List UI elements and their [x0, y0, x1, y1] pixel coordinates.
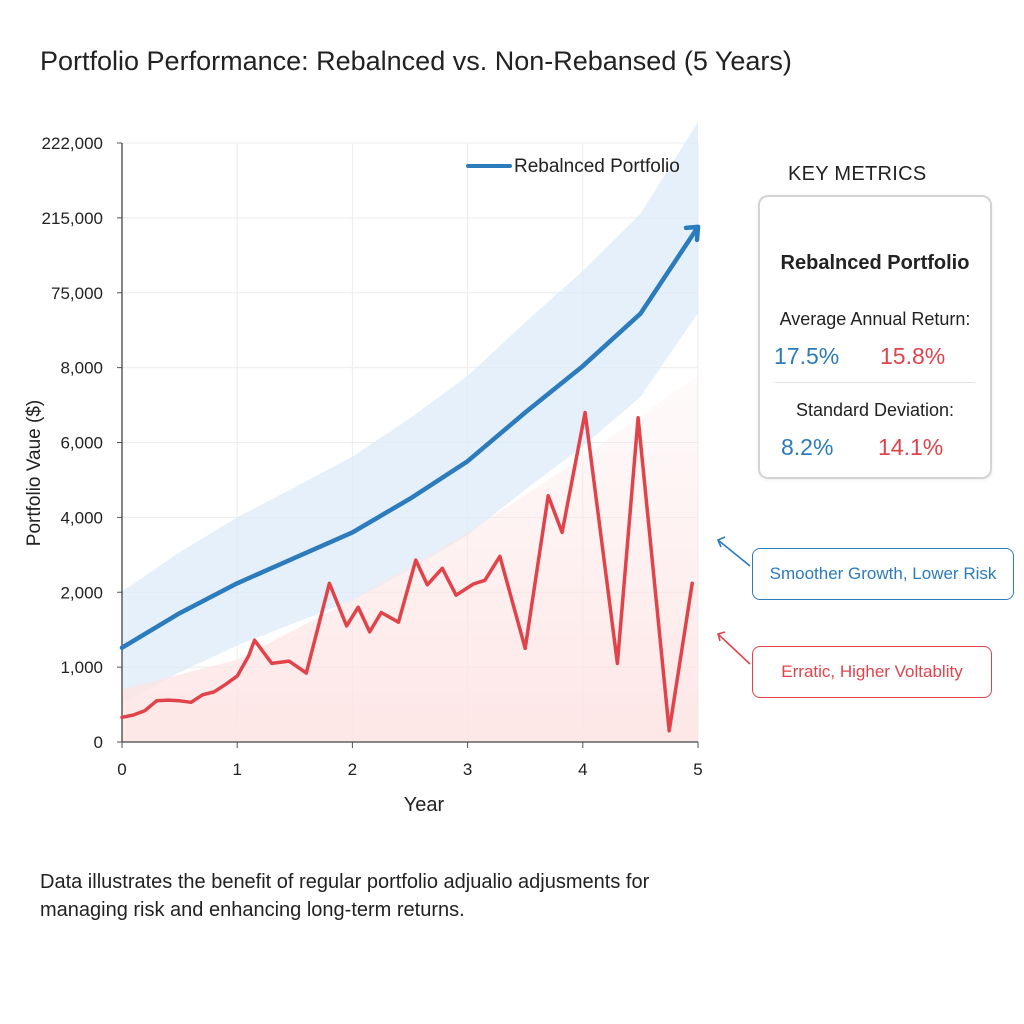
y-tick-label: 6,000	[60, 434, 103, 453]
series-line-rebalanced	[119, 224, 701, 650]
footnote: Data illustrates the benefit of regular …	[40, 871, 650, 921]
y-tick-label: 0	[94, 733, 103, 752]
y-axis-label: Portfolio Vaue ($)	[24, 400, 45, 546]
x-tick-label: 5	[693, 760, 702, 779]
stddev-non-rebalanced: 14.1%	[878, 434, 944, 460]
y-tick-label: 75,000	[51, 284, 103, 303]
metrics-divider	[775, 382, 975, 383]
avg-return-label: Average Annual Return:	[779, 309, 971, 329]
y-tick-label: 1,000	[60, 658, 103, 677]
avg-return-rebalanced: 17.5%	[774, 343, 840, 369]
stddev-rebalanced: 8.2%	[781, 434, 834, 460]
stddev-label: Standard Deviation:	[795, 400, 955, 420]
legend: Rebalnced Portfolio	[466, 156, 680, 177]
callout-arrow-erratic	[717, 631, 751, 665]
non-rebalanced-range-band	[122, 375, 698, 742]
x-tick-label: 4	[578, 760, 587, 779]
x-tick-label: 0	[117, 760, 126, 779]
tick-labels: 0 1,000 2,000 4,000 6,000 8,000 75,000 215,000 2…	[42, 134, 703, 779]
rebalanced-range-band	[122, 122, 698, 704]
callout-erratic-volatility: Erratic, Higher Voltablity	[752, 646, 992, 698]
legend-label-rebalanced: Rebalnced Portfolio	[514, 156, 680, 177]
callout-arrow-smooth	[716, 536, 751, 567]
chart-title: Portfolio Performance: Rebalnced vs. Non…	[40, 46, 792, 76]
avg-return-non-rebalanced: 15.8%	[880, 343, 946, 369]
axes	[117, 142, 699, 748]
series-line-non-rebalanced	[120, 410, 694, 733]
x-tick-label: 3	[463, 760, 472, 779]
callout-smoother-growth: Smoother Growth, Lower Risk	[752, 548, 1014, 600]
y-tick-label: 4,000	[60, 508, 103, 527]
x-axis-label: Year	[404, 794, 445, 816]
y-tick-label: 8,000	[60, 359, 103, 378]
key-metrics-card: Rebalnced Portfolio Average Annual Retur…	[758, 195, 992, 479]
y-tick-label: 222,000	[42, 134, 103, 153]
y-tick-label: 2,000	[60, 583, 103, 602]
key-metrics-heading: KEY METRICS	[788, 163, 927, 185]
series-lines	[119, 224, 701, 733]
series-arrowhead-rebalanced	[683, 224, 701, 243]
x-tick-label: 1	[232, 760, 241, 779]
y-tick-label: 215,000	[42, 209, 103, 228]
confidence-bands	[122, 122, 698, 742]
metrics-card-title: Rebalnced Portfolio	[780, 252, 970, 274]
x-tick-label: 2	[348, 760, 357, 779]
